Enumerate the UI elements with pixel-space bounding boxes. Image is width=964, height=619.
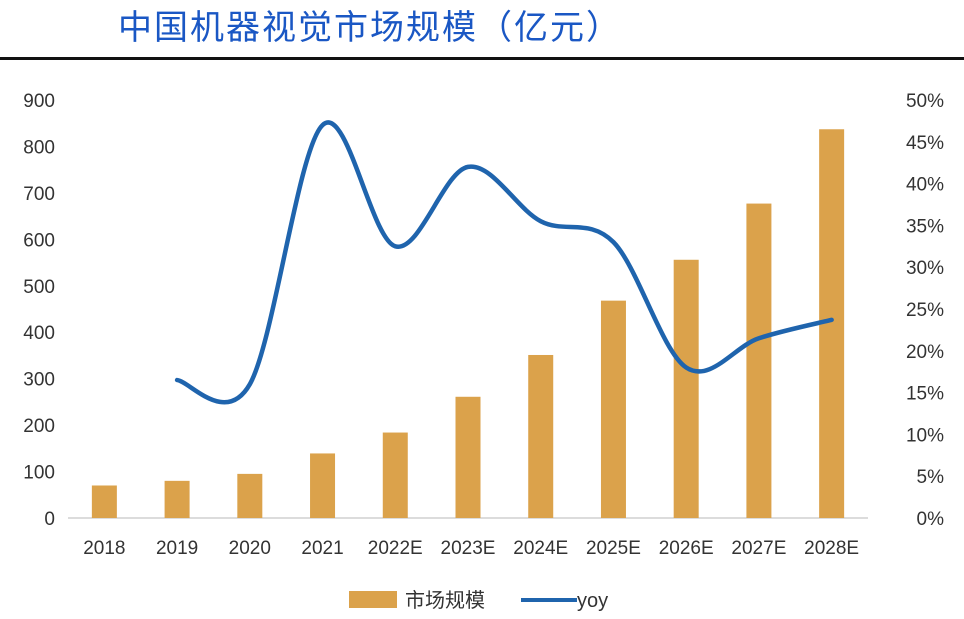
bar-series (91, 129, 845, 518)
left-tick-label: 800 (23, 137, 55, 158)
x-tick-label: 2020 (229, 538, 271, 559)
bar (746, 203, 772, 518)
bar (91, 485, 117, 518)
chart-title: 中国机器视觉市场规模（亿元） (118, 8, 622, 48)
right-tick-label: 5% (917, 467, 945, 488)
x-tick-label: 2018 (83, 538, 125, 559)
x-tick-label: 2024E (513, 538, 568, 559)
right-tick-label: 45% (906, 133, 944, 154)
x-tick-label: 2026E (659, 538, 714, 559)
bar (673, 259, 699, 518)
right-axis: 0% 5% 10% 15% 20% 25% 30% 35% 40% 45% 50% (906, 91, 944, 530)
x-tick-label: 2021 (301, 538, 343, 559)
left-tick-label: 600 (23, 230, 55, 251)
right-tick-label: 35% (906, 216, 944, 237)
yoy-line (174, 120, 834, 405)
legend: 市场规模 yoy (349, 589, 608, 612)
title-divider (0, 57, 964, 60)
left-tick-label: 400 (23, 323, 55, 344)
bar (600, 300, 626, 518)
left-tick-label: 0 (44, 509, 55, 530)
left-tick-label: 700 (23, 184, 55, 205)
right-tick-label: 40% (906, 175, 944, 196)
legend-label-bar: 市场规模 (405, 589, 485, 612)
right-tick-label: 25% (906, 300, 944, 321)
x-tick-label: 2022E (368, 538, 423, 559)
x-axis-labels: 2018 2019 2020 2021 2022E 2023E 2024E 2025E 2026… (83, 538, 859, 559)
x-tick-label: 2023E (441, 538, 496, 559)
bar (455, 396, 481, 518)
right-tick-label: 30% (906, 258, 944, 279)
legend-label-line: yoy (577, 590, 608, 612)
right-tick-label: 0% (917, 509, 945, 530)
right-tick-label: 15% (906, 384, 944, 405)
right-tick-label: 20% (906, 342, 944, 363)
x-tick-label: 2025E (586, 538, 641, 559)
left-tick-label: 100 (23, 463, 55, 484)
legend-swatch-bar (349, 591, 397, 608)
left-tick-label: 900 (23, 91, 55, 112)
bar (164, 480, 190, 518)
line-series (174, 120, 834, 405)
bar (382, 432, 408, 518)
x-tick-label: 2028E (804, 538, 859, 559)
bar (528, 354, 554, 518)
left-tick-label: 500 (23, 277, 55, 298)
left-tick-label: 200 (23, 416, 55, 437)
right-tick-label: 50% (906, 91, 944, 112)
bar (237, 473, 263, 518)
left-tick-label: 300 (23, 370, 55, 391)
x-tick-label: 2027E (731, 538, 786, 559)
x-tick-label: 2019 (156, 538, 198, 559)
right-tick-label: 10% (906, 425, 944, 446)
left-axis: 0 100 200 300 400 500 600 700 800 900 (23, 91, 55, 530)
bar (310, 453, 336, 518)
